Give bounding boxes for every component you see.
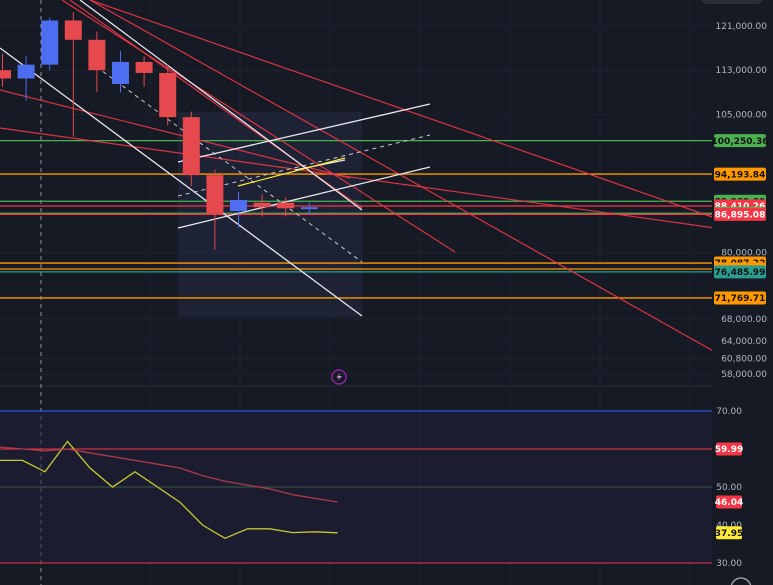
trend-line	[61, 0, 456, 253]
oscillator-series-line	[0, 446, 338, 503]
price-badge	[714, 265, 766, 279]
candlesticks	[0, 12, 318, 250]
trend-line	[0, 127, 716, 229]
trend-lines	[0, 0, 716, 353]
candle-body	[182, 117, 200, 176]
price-badge	[714, 134, 766, 148]
oscillator-tick-label: 50.00	[716, 483, 742, 493]
price-badge-label: 59.99	[715, 445, 743, 455]
price-badge	[714, 207, 766, 221]
channel-line	[177, 103, 431, 163]
price-badge-label: 86,895.08	[715, 211, 766, 221]
channel-line	[0, 47, 363, 317]
candle-body	[230, 200, 247, 212]
oscillator-tick-label: 30.00	[716, 559, 742, 569]
channel-midline	[89, 61, 363, 263]
price-badge-label: 76,485.99	[715, 268, 766, 278]
price-tick-label: 60,800.00	[721, 355, 767, 365]
candle-body	[112, 61, 129, 84]
candle-body	[135, 61, 153, 73]
price-badge-label: 94,193.84	[715, 170, 766, 180]
candle-body	[159, 72, 177, 118]
candle-body	[277, 202, 295, 209]
top-right-tab	[702, 0, 762, 4]
price-badge-label: 100,250.36	[712, 137, 769, 147]
candle-body	[17, 64, 35, 79]
price-tick-label: 68,000.00	[721, 315, 767, 325]
price-badge	[714, 291, 766, 305]
price-badge-label: 71,769.71	[715, 294, 766, 304]
price-badge	[716, 442, 742, 456]
trend-line-yellow	[237, 157, 346, 187]
channel-line	[79, 0, 363, 211]
candle-body	[253, 202, 271, 208]
scroll-indicator-icon	[730, 577, 752, 585]
price-badge-label: 37.95	[715, 529, 743, 539]
oscillator-tick-label: 70.00	[716, 407, 742, 417]
price-badge-label: 46.04	[715, 498, 743, 508]
price-badge	[716, 526, 742, 540]
candle-body	[0, 70, 11, 79]
chart-decorations	[331, 0, 762, 585]
candle-body	[88, 39, 106, 71]
price-tick-label: 80,000.00	[721, 248, 767, 258]
price-tick-label: 121,000.00	[715, 22, 767, 32]
trend-line	[0, 89, 351, 179]
trend-line	[89, 0, 716, 219]
oscillator-series-line	[0, 440, 338, 540]
price-tick-label: 105,000.00	[715, 110, 767, 120]
price-badge	[714, 167, 766, 181]
price-tick-label: 58,000.00	[721, 370, 767, 380]
candle-body	[300, 207, 318, 210]
oscillator-pane	[0, 410, 712, 564]
price-tick-label: 113,000.00	[715, 66, 767, 76]
oscillator-tick-label: 40.00	[716, 521, 742, 531]
trend-line	[89, 0, 716, 353]
lightning-icon	[336, 372, 342, 382]
price-tick-label: 64,000.00	[721, 337, 767, 347]
candle-body	[41, 20, 59, 65]
price-badge	[716, 495, 742, 509]
price-badges: 100,250.3694,193.8489,269.3988,410.2687,…	[712, 134, 769, 540]
candle-body	[64, 20, 82, 40]
candle-body	[206, 175, 224, 214]
lightning-icon-ring	[331, 369, 347, 385]
channel-line	[177, 166, 431, 229]
